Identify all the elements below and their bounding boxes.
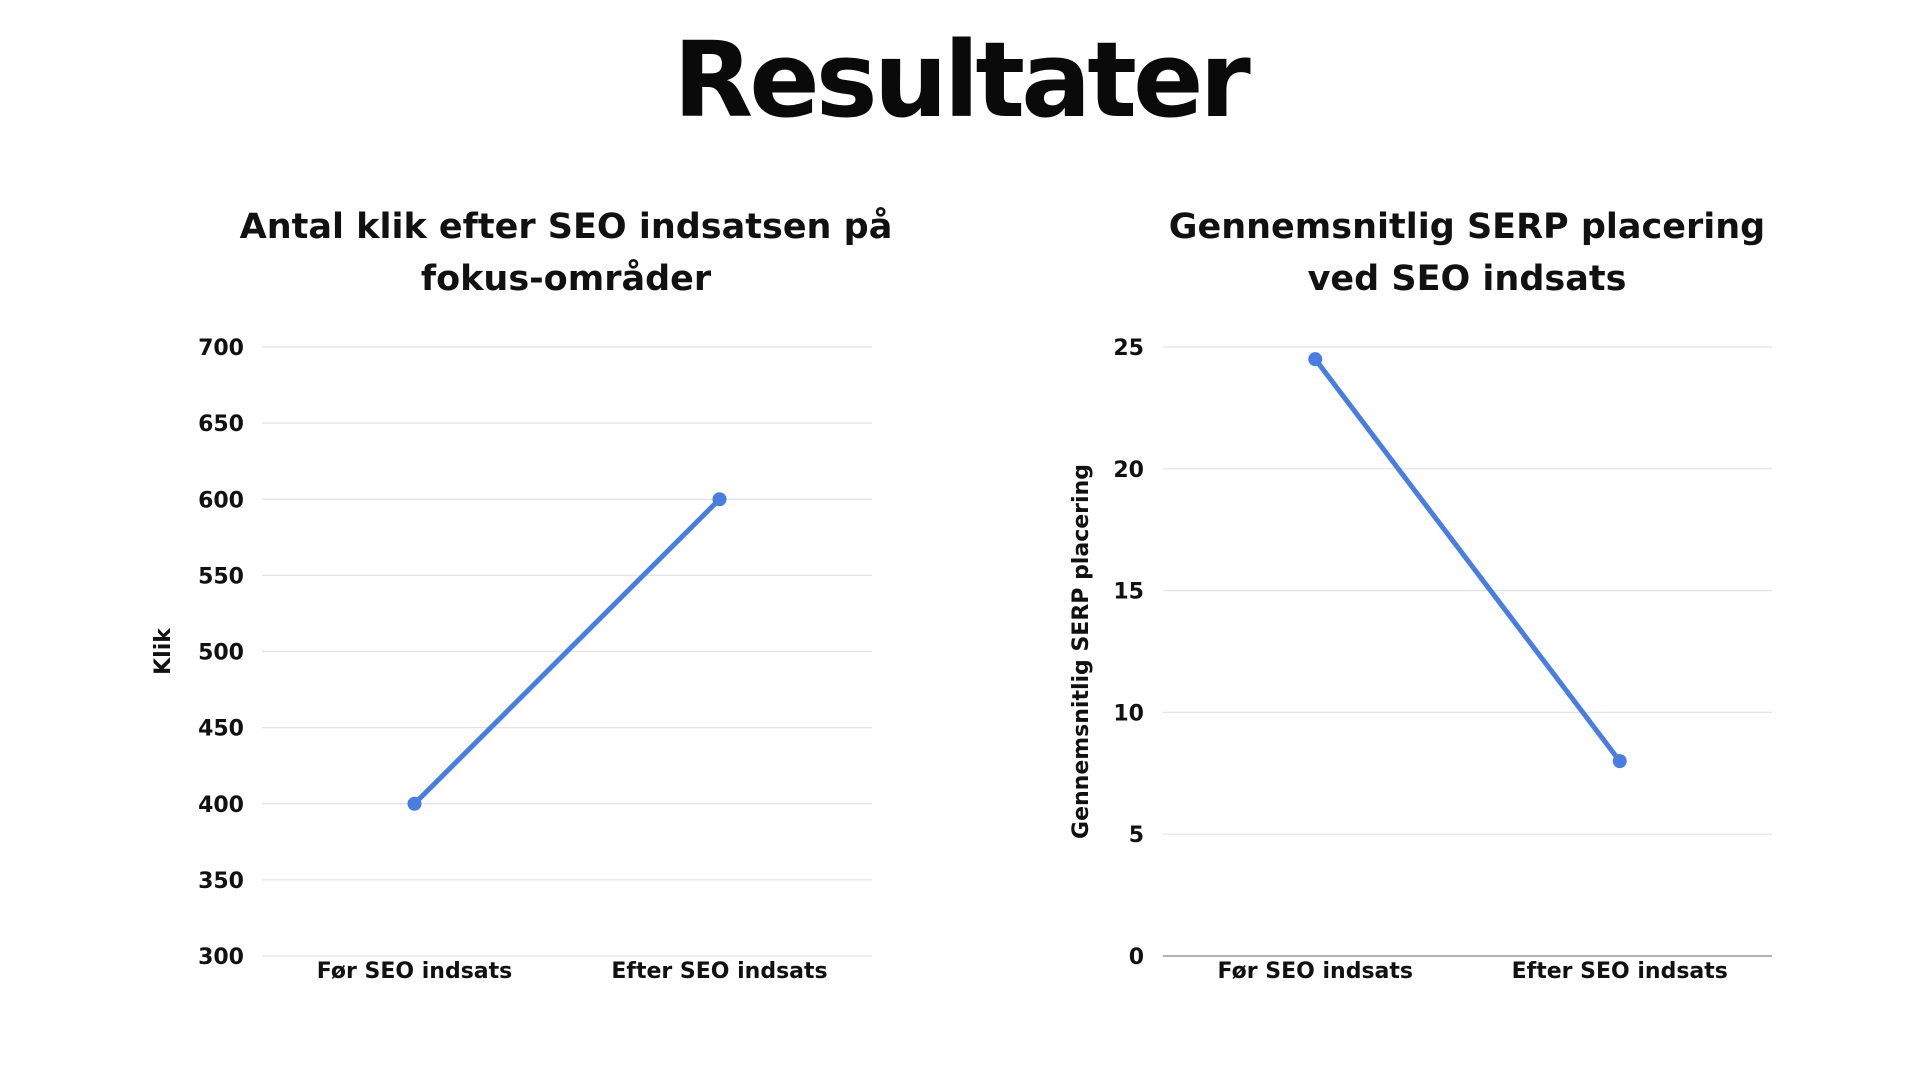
chart-title-line: Gennemsnitlig SERP placering [1169,207,1766,247]
chart-2: Gennemsnitlig SERP placering ved SEO inds… [1069,207,1772,984]
data-point [712,492,727,507]
y-tick-label: 650 [198,412,244,437]
data-point [1308,352,1323,367]
data-point [1612,754,1627,769]
x-tick-label: Efter SEO indsats [1512,959,1728,984]
x-tick-label: Før SEO indsats [1218,959,1414,984]
x-tick-label: Før SEO indsats [317,959,513,984]
y-tick-label: 20 [1113,458,1144,483]
y-tick-label: 15 [1113,580,1144,605]
series-line [1312,356,1623,764]
y-tick-label: 5 [1129,823,1144,848]
y-tick-label: 400 [198,793,244,818]
y-tick-label: 10 [1113,701,1144,726]
y-tick-label: 0 [1129,945,1144,970]
chart-title-line: fokus-områder [421,258,712,299]
data-point [407,796,422,811]
y-tick-label: 700 [198,336,244,361]
y-tick-label: 450 [198,717,244,742]
y-tick-label: 600 [198,488,244,513]
y-axis-title: Gennemsnitlig SERP placering [1069,464,1094,839]
y-tick-label: 500 [198,641,244,666]
x-tick-label: Efter SEO indsats [611,959,827,984]
y-tick-label: 550 [198,564,244,589]
y-tick-label: 300 [198,945,244,970]
y-axis-title: Klik [151,627,176,675]
chart-1: Antal klik efter SEO indsatsen på fokus-o… [151,206,892,984]
series-line [412,496,722,807]
chart-title-line: Antal klik efter SEO indsatsen på [240,206,893,247]
page-title: Resultater [673,19,1251,141]
y-tick-label: 350 [198,869,244,894]
chart-title-line: ved SEO indsats [1308,259,1627,299]
y-tick-label: 25 [1113,336,1144,361]
